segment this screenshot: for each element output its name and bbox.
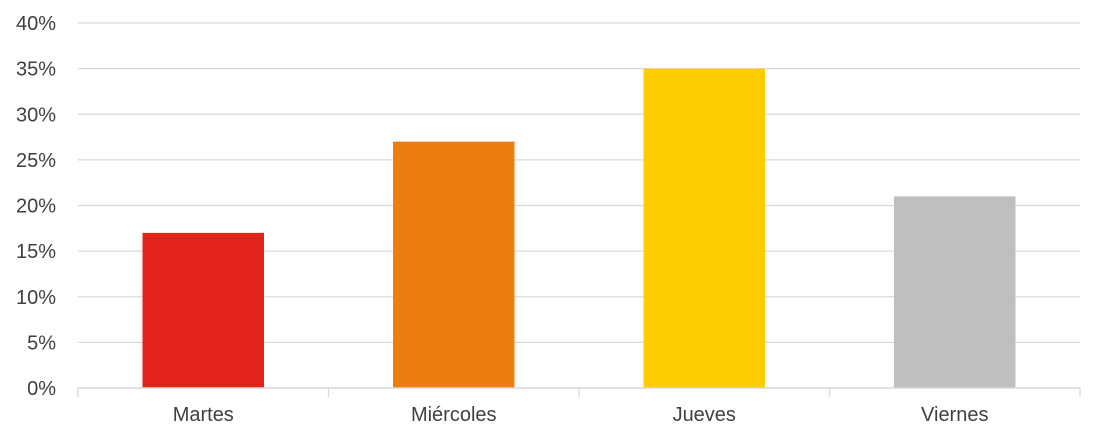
x-tick-label: Martes [173,404,234,426]
x-tick-label: Miércoles [411,404,497,426]
bar-jueves [643,68,765,388]
y-tick-label: 20% [16,196,56,218]
bar-miércoles [393,141,515,388]
y-tick-label: 35% [16,59,56,81]
bar-martes [142,232,264,388]
y-tick-label: 0% [27,378,56,400]
y-axis: 0% 5% 10% 15% 20% 25% 30% 35% 40% [16,13,56,400]
bars [142,68,1016,388]
x-tick-label: Jueves [673,404,736,426]
x-tick-label: Viernes [921,404,988,426]
y-tick-label: 30% [16,104,56,126]
y-tick-label: 25% [16,150,56,172]
bar-viernes [894,196,1016,388]
y-tick-label: 15% [16,241,56,263]
y-tick-label: 40% [16,13,56,35]
y-tick-label: 5% [27,332,56,354]
y-tick-label: 10% [16,287,56,309]
x-axis: Martes Miércoles Jueves Viernes [77,387,1081,426]
